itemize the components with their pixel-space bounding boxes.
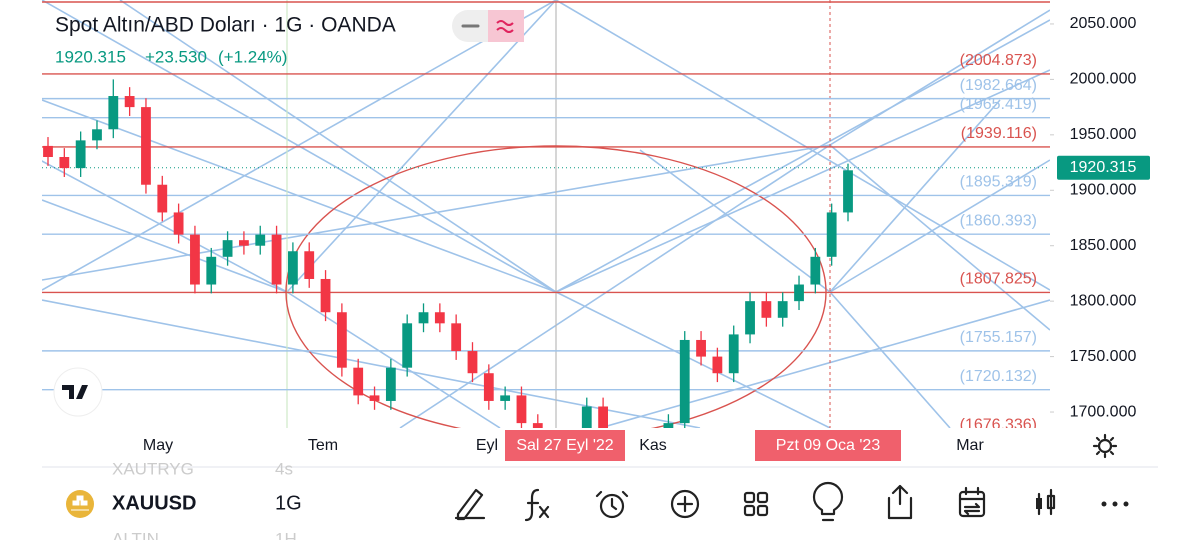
x-tick-label: Kas xyxy=(639,437,667,454)
settings-icon[interactable] xyxy=(1092,433,1118,459)
last-price-label: 1920.315 xyxy=(1070,159,1137,176)
candle-body xyxy=(75,140,86,169)
candle-body xyxy=(43,145,53,158)
candle-body xyxy=(728,334,739,374)
candle-body xyxy=(190,234,200,285)
date-badge xyxy=(755,430,901,461)
level-label: (1755.157) xyxy=(960,329,1037,346)
level-label: (1965.419) xyxy=(960,96,1037,113)
level-label: (1982.664) xyxy=(960,77,1037,94)
candle-body xyxy=(336,312,347,368)
faded-interval: 4s xyxy=(275,459,293,478)
candle-body xyxy=(598,406,608,428)
y-tick-label: 2000.000 xyxy=(1070,71,1137,88)
candle-body xyxy=(369,395,380,401)
candle-body xyxy=(483,373,494,401)
candle-body xyxy=(745,301,755,335)
x-tick-label: Mar xyxy=(956,437,984,454)
candle-body xyxy=(141,107,151,185)
candles xyxy=(43,79,853,478)
candle-body xyxy=(794,284,804,302)
level-label: (1807.825) xyxy=(960,271,1037,288)
y-tick-label: 1850.000 xyxy=(1070,237,1137,254)
candle-body xyxy=(532,423,543,428)
change: +23.530 xyxy=(145,47,207,66)
y-tick-label: 1950.000 xyxy=(1070,126,1137,143)
candle-body xyxy=(59,157,70,169)
candle-body xyxy=(777,301,788,318)
date-badge-label: Pzt 09 Oca '23 xyxy=(776,437,881,454)
candle-body xyxy=(843,170,853,213)
candle-body xyxy=(271,234,282,285)
symbol[interactable]: XAUUSD xyxy=(112,492,196,514)
y-tick-label: 1900.000 xyxy=(1070,181,1137,198)
candle-body xyxy=(124,96,135,108)
candle-body xyxy=(173,212,184,235)
candle-body xyxy=(206,256,217,285)
tv-logo xyxy=(53,367,103,417)
candle-body xyxy=(696,339,706,357)
interval[interactable]: 1G xyxy=(275,492,302,514)
date-badge-label: Sal 27 Eyl '22 xyxy=(516,437,613,454)
chart-title: Spot Altın/ABD Doları · 1G · OANDA xyxy=(55,14,396,37)
y-tick-label: 2050.000 xyxy=(1070,15,1137,32)
candle-body xyxy=(288,251,298,285)
price-axis: 1700.000 1750.000 1800.000 1850.000 1900.000… xyxy=(1050,15,1150,420)
header-buttons[interactable] xyxy=(452,10,524,42)
level-label: (1939.116) xyxy=(961,125,1037,142)
candle-body xyxy=(108,96,119,130)
candle-body xyxy=(467,351,478,374)
date-badge xyxy=(505,430,625,461)
candle-body xyxy=(239,240,249,246)
candle-body xyxy=(712,356,723,374)
toolbar-icons[interactable] xyxy=(454,481,1129,522)
level-label: (1720.132) xyxy=(960,368,1037,385)
candle-body xyxy=(451,323,462,352)
candle-body xyxy=(320,278,331,313)
x-tick-label: May xyxy=(143,437,173,454)
candle-body xyxy=(304,251,315,279)
candle-body xyxy=(500,395,511,401)
candle-body xyxy=(222,240,233,257)
symbol-icon xyxy=(66,490,94,518)
x-tick-label: Tem xyxy=(308,437,338,454)
levels: (2004.873) (1982.664) (1965.419) (1939.116)… xyxy=(42,52,1050,433)
candle-body xyxy=(826,212,837,257)
level-label: (1895.319) xyxy=(960,174,1037,191)
last-price-badge xyxy=(1057,155,1150,180)
candle-body xyxy=(810,256,821,285)
y-tick-label: 1750.000 xyxy=(1070,348,1137,365)
y-tick-label: 1800.000 xyxy=(1070,292,1137,309)
y-tick-label: 1700.000 xyxy=(1070,403,1137,420)
x-tick-label: Eyl xyxy=(476,437,498,454)
candle-body xyxy=(516,395,527,424)
candle-body xyxy=(353,367,364,396)
time-axis: May Tem Eyl Kas Mar Sal 27 Eyl '22 Pzt 09 Oca … xyxy=(143,430,984,461)
faded-symbol: ALTIN xyxy=(112,529,159,540)
candle-body xyxy=(157,184,168,213)
candle-body xyxy=(92,129,102,141)
level-label: (1676.336) xyxy=(960,416,1037,433)
candle-body xyxy=(631,467,641,478)
candle-body xyxy=(647,456,657,467)
candle-body xyxy=(615,467,625,478)
candle-body xyxy=(761,301,772,318)
faded-interval: 1H xyxy=(275,529,297,540)
level-label: (2004.873) xyxy=(960,52,1037,69)
price: 1920.315 xyxy=(55,47,126,66)
candle-body xyxy=(663,423,674,428)
candle-body xyxy=(418,312,429,324)
faded-symbol: XAUTRYG xyxy=(112,459,194,478)
candle-body xyxy=(402,323,413,368)
candle-body xyxy=(434,312,445,324)
change-pct: (+1.24%) xyxy=(218,47,287,66)
candle-body xyxy=(679,339,690,424)
candle-body xyxy=(385,367,396,401)
level-label: (1860.393) xyxy=(960,212,1037,229)
candle-body xyxy=(255,234,266,246)
candle-body xyxy=(581,406,592,428)
